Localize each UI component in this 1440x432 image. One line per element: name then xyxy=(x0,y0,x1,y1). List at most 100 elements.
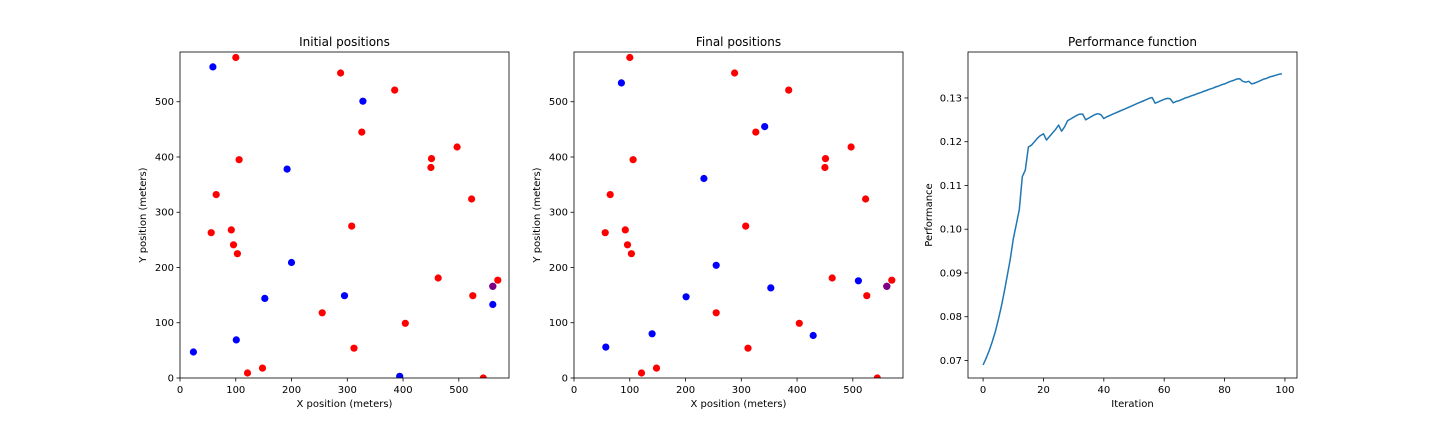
x-tick-label: 200 xyxy=(676,385,695,396)
data-point xyxy=(287,258,296,267)
plot-area xyxy=(189,53,502,378)
x-tick-label: 500 xyxy=(449,385,468,396)
chart-panel-3: Performance function 0 20 40 60 80 100 0.07 0.08… xyxy=(924,35,1298,410)
data-point xyxy=(847,143,855,151)
x-tick-label: 100 xyxy=(226,385,245,396)
y-tick-label: 200 xyxy=(549,263,568,274)
data-point xyxy=(207,229,215,237)
data-point xyxy=(821,163,829,172)
data-point xyxy=(761,123,769,131)
y-tick-label: 400 xyxy=(549,152,568,163)
axes-frame xyxy=(179,51,510,379)
data-point xyxy=(883,282,891,290)
data-point xyxy=(795,319,803,327)
data-point xyxy=(350,344,358,352)
data-point xyxy=(427,155,436,163)
y-tick-label: 0.12 xyxy=(940,137,962,148)
x-tick-label: 400 xyxy=(788,385,807,396)
data-point xyxy=(427,163,435,172)
data-point xyxy=(601,229,609,237)
x-tick-label: 200 xyxy=(282,385,301,396)
data-point xyxy=(623,241,632,249)
x-tick-label: 0 xyxy=(177,385,183,396)
y-tick-label: 0.13 xyxy=(940,93,962,104)
data-point xyxy=(637,369,646,377)
y-axis-label: Performance xyxy=(924,183,935,246)
data-point xyxy=(232,336,240,344)
y-tick-label: 0.08 xyxy=(940,312,962,323)
data-point xyxy=(233,250,241,258)
x-tick-label: 80 xyxy=(1218,385,1231,396)
y-tick-label: 0.11 xyxy=(940,181,962,192)
x-axis-label: X position (meters) xyxy=(297,399,393,410)
data-point xyxy=(453,143,461,151)
data-point xyxy=(212,191,220,199)
x-tick-label: 40 xyxy=(1097,385,1110,396)
data-point xyxy=(243,369,252,377)
y-tick-label: 500 xyxy=(549,97,568,108)
y-tick-label: 100 xyxy=(155,318,174,329)
axes-frame xyxy=(967,51,1298,379)
plot-area xyxy=(982,73,1282,366)
data-point xyxy=(648,330,656,338)
data-point xyxy=(606,191,614,199)
x-tick-label: 20 xyxy=(1037,385,1050,396)
data-point xyxy=(627,250,636,258)
x-tick-label: 300 xyxy=(732,385,751,396)
y-tick-label: 0.07 xyxy=(940,356,962,367)
data-point xyxy=(358,128,366,136)
y-tick-label: 300 xyxy=(155,208,174,219)
data-point xyxy=(731,69,739,77)
y-tick-label: 0 xyxy=(562,374,568,385)
data-point xyxy=(261,294,269,302)
data-point xyxy=(888,276,896,284)
x-tick-label: 0 xyxy=(980,385,986,396)
data-point xyxy=(629,156,637,164)
x-tick-label: 60 xyxy=(1158,385,1171,396)
chart-title: Final positions xyxy=(696,35,781,49)
y-tick-label: 300 xyxy=(549,208,568,219)
x-tick-label: 500 xyxy=(843,385,862,396)
data-point xyxy=(682,293,690,301)
data-point xyxy=(752,128,760,136)
data-point xyxy=(873,374,881,378)
data-point xyxy=(396,372,404,378)
data-point xyxy=(821,155,830,163)
data-point xyxy=(712,261,720,269)
data-point xyxy=(283,165,291,173)
data-point xyxy=(235,156,243,164)
data-point xyxy=(700,174,708,183)
y-tick-label: 500 xyxy=(155,97,174,108)
data-point xyxy=(617,79,626,87)
data-point xyxy=(767,284,775,292)
data-point xyxy=(340,292,349,300)
data-point xyxy=(626,53,634,62)
x-tick-label: 0 xyxy=(571,385,577,396)
data-point xyxy=(854,277,863,285)
y-tick-label: 0 xyxy=(168,374,174,385)
data-point xyxy=(209,63,217,71)
data-point xyxy=(468,195,476,203)
data-point xyxy=(227,226,235,234)
x-tick-label: 300 xyxy=(338,385,357,396)
data-point xyxy=(489,300,497,309)
chart-title: Initial positions xyxy=(299,35,390,49)
data-point xyxy=(828,274,836,282)
data-point xyxy=(742,222,750,230)
y-tick-label: 100 xyxy=(549,318,568,329)
data-point xyxy=(621,226,629,234)
y-tick-label: 200 xyxy=(155,263,174,274)
data-point xyxy=(602,343,610,351)
x-tick-label: 100 xyxy=(620,385,639,396)
data-point xyxy=(652,364,661,372)
axes-frame xyxy=(573,51,904,379)
data-point xyxy=(359,97,367,105)
chart-panel-1: Initial positions 0 100 200 300 400 500 0 100 200… xyxy=(138,35,510,410)
data-point xyxy=(189,348,197,356)
data-point xyxy=(391,86,399,94)
chart-title: Performance function xyxy=(1068,35,1197,49)
y-tick-label: 400 xyxy=(155,152,174,163)
y-axis-label: Y position (meters) xyxy=(532,167,543,263)
data-point xyxy=(434,274,442,282)
y-tick-label: 0.09 xyxy=(940,268,962,279)
